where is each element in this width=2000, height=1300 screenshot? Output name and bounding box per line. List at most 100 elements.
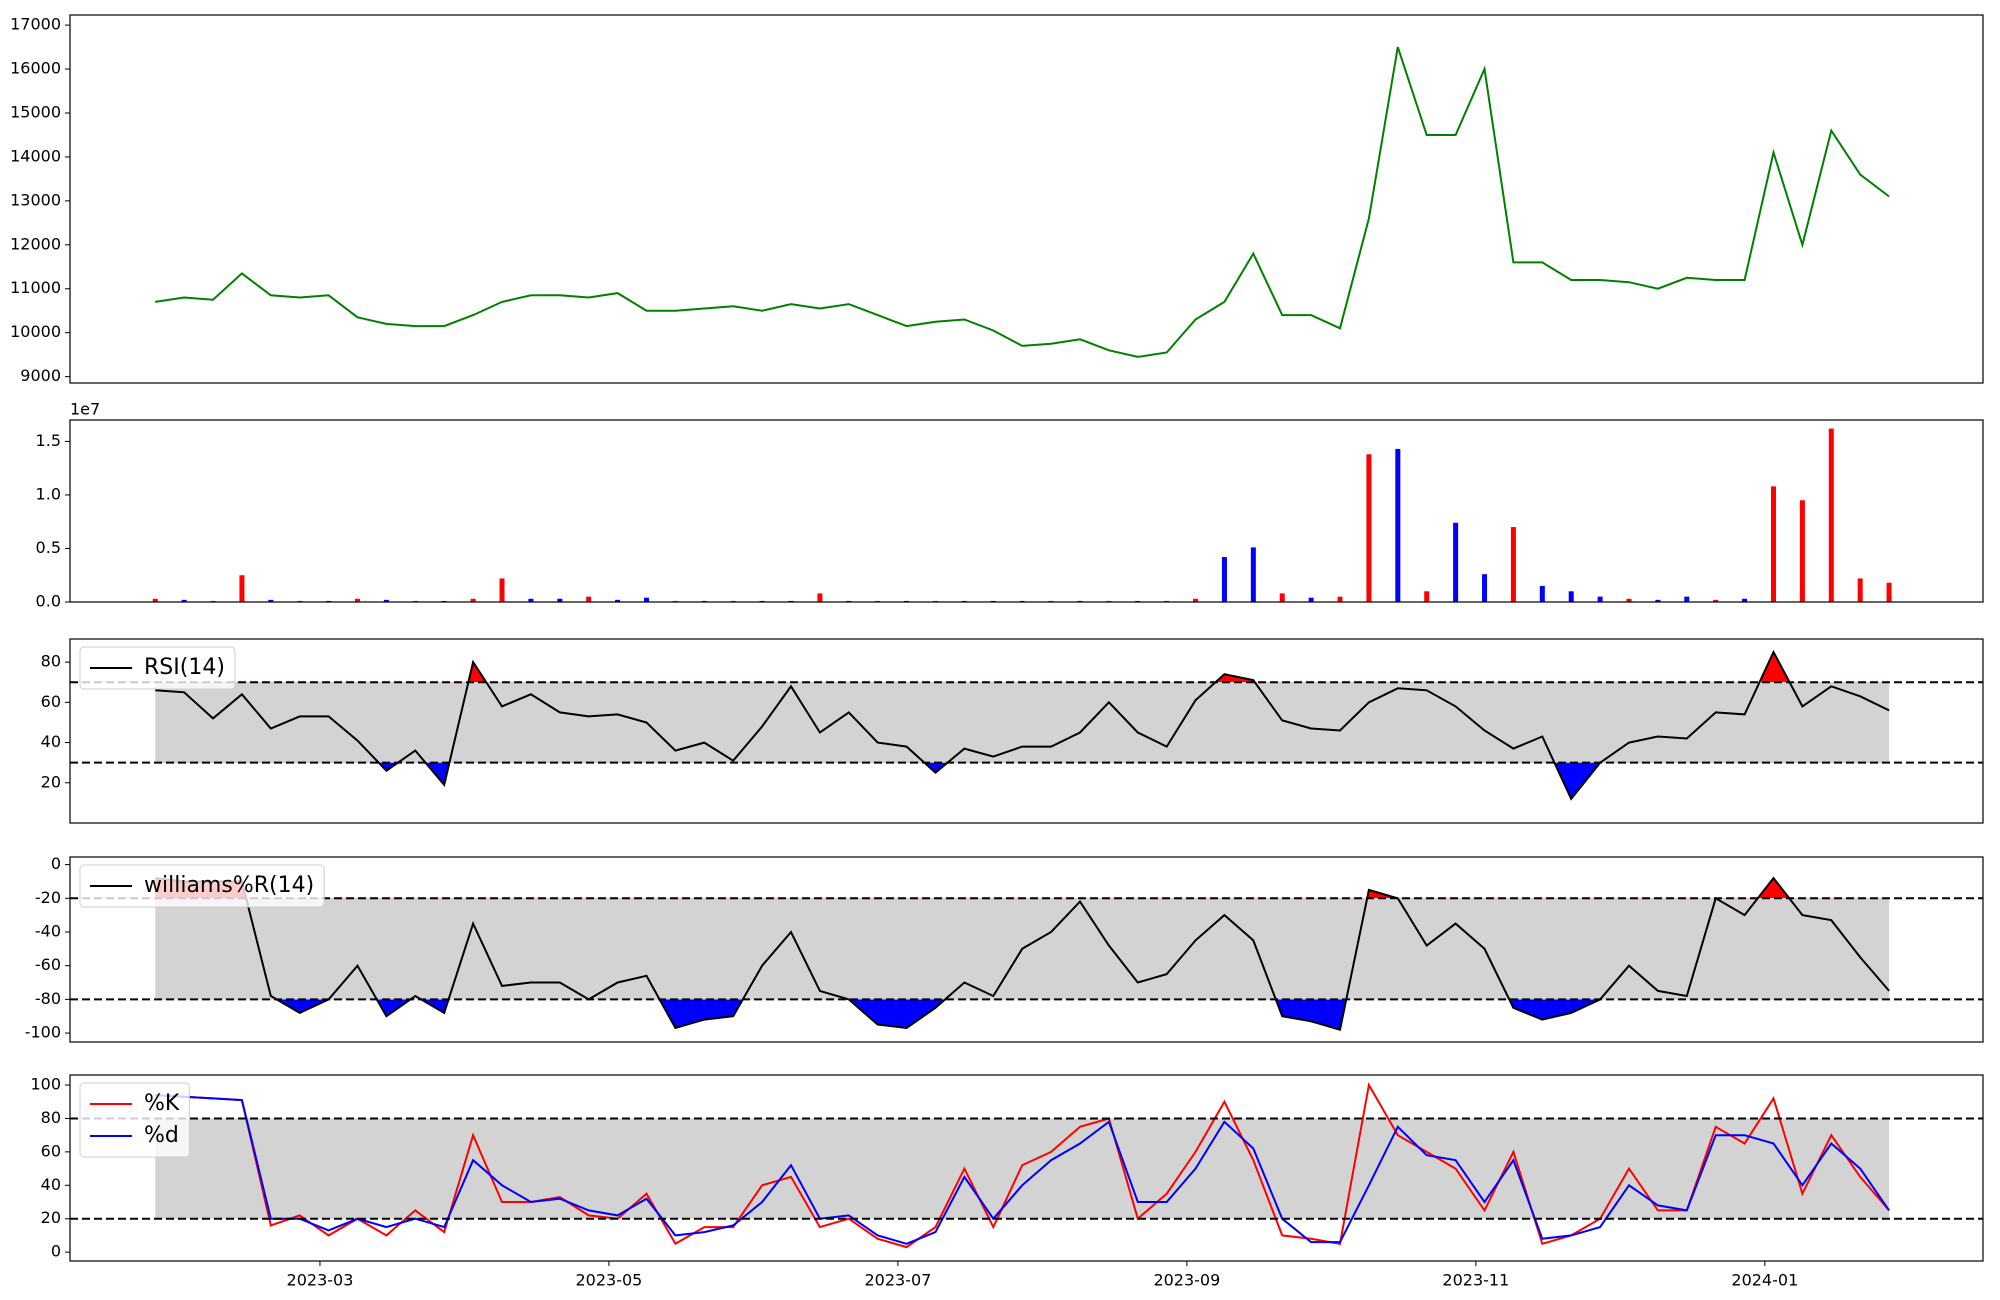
volume-bar <box>1597 596 1603 602</box>
volume-bar <box>1453 522 1459 602</box>
volume-bar <box>1828 428 1834 602</box>
volume-bar <box>1424 591 1430 602</box>
volume-bar <box>1279 593 1285 602</box>
y-tick-label: 40 <box>41 732 61 751</box>
x-tick-label: 2023-05 <box>576 1271 643 1290</box>
x-tick-label: 2023-09 <box>1153 1271 1220 1290</box>
y-tick-label: 10000 <box>10 322 61 341</box>
volume-bar <box>268 599 274 602</box>
axis-offset-label: 1e7 <box>70 400 100 419</box>
plot-frame <box>69 14 1984 384</box>
volume-bar <box>1510 527 1516 602</box>
volume-bar <box>355 598 361 602</box>
x-tick-label: 2023-07 <box>864 1271 931 1290</box>
y-tick-label: 14000 <box>10 146 61 165</box>
y-tick-label: 12000 <box>10 234 61 253</box>
y-tick-label: 1.5 <box>36 431 61 450</box>
y-tick-label: 0.5 <box>36 538 61 557</box>
volume-bar <box>181 599 187 602</box>
x-tick-label: 2023-11 <box>1442 1271 1509 1290</box>
plot-frame <box>69 638 1984 824</box>
volume-bar <box>528 598 534 602</box>
panel: 9000 10000 11000 12000 13000 14000 15000 16000 1… <box>10 14 1984 385</box>
panel: 0 20 40 60 80 100 2023-03 2023-05 2023-07 2023-09… <box>30 1074 1984 1290</box>
x-tick-label: 2023-03 <box>287 1271 354 1290</box>
volume-bar <box>1857 578 1863 602</box>
y-tick-label: 0 <box>51 1242 61 1261</box>
volume-bar <box>644 597 650 602</box>
volume-bar <box>1713 599 1719 602</box>
volume-bar <box>1337 596 1343 602</box>
volume-bar <box>1886 582 1892 602</box>
volume-bar <box>1482 574 1488 602</box>
y-tick-label: 0 <box>51 854 61 873</box>
legend-label: williams%R(14) <box>144 873 314 898</box>
indicator-line <box>155 1094 1890 1245</box>
y-tick-label: -20 <box>35 888 61 907</box>
legend-label: %K <box>144 1091 180 1116</box>
volume-bar <box>615 599 621 602</box>
legend-box <box>79 864 325 908</box>
volume-bar <box>239 575 245 602</box>
volume-bar <box>1366 454 1372 602</box>
y-tick-label: 80 <box>41 652 61 671</box>
plot-frame <box>69 1074 1984 1262</box>
panel: 20 40 60 80 <box>41 638 1984 824</box>
legend: williams%R(14) <box>79 864 325 908</box>
y-tick-label: 80 <box>41 1108 61 1127</box>
extreme-fill <box>276 999 1601 1030</box>
legend-label: RSI(14) <box>144 655 225 680</box>
y-tick-label: -80 <box>35 989 61 1008</box>
volume-bar <box>1742 598 1748 602</box>
volume-bar <box>1539 585 1545 602</box>
y-tick-label: 15000 <box>10 102 61 121</box>
y-tick-label: 60 <box>41 692 61 711</box>
y-tick-label: 17000 <box>10 15 61 34</box>
legend-box <box>79 1082 190 1158</box>
y-tick-label: -40 <box>35 921 61 940</box>
legend-label: %d <box>144 1123 179 1148</box>
y-tick-label: 11000 <box>10 278 61 297</box>
volume-bar <box>817 593 823 602</box>
y-tick-label: 20 <box>41 772 61 791</box>
legend: RSI(14) <box>79 646 236 690</box>
volume-bar <box>470 598 476 602</box>
x-tick-label: 2024-01 <box>1731 1271 1798 1290</box>
y-tick-label: 20 <box>41 1208 61 1227</box>
volume-bar <box>383 599 389 602</box>
plot-frame <box>69 856 1984 1043</box>
panel: 0.0 0.5 1.0 1.5 1e7 <box>36 400 1984 611</box>
volume-bar <box>1568 591 1574 602</box>
y-tick-label: -60 <box>35 955 61 974</box>
volume-bar <box>1221 557 1227 602</box>
y-tick-label: 60 <box>41 1141 61 1160</box>
y-tick-label: 1.0 <box>36 484 61 503</box>
volume-bar <box>1799 500 1805 602</box>
volume-bar <box>152 598 158 602</box>
plot-frame <box>69 419 1984 603</box>
volume-bar <box>1770 486 1776 602</box>
volume-bar <box>1655 599 1661 602</box>
panel: -100 -80 -60 -40 -20 0 <box>25 854 1984 1043</box>
legend-box <box>79 646 236 690</box>
volume-bar <box>1626 598 1632 602</box>
y-tick-label: -100 <box>25 1023 61 1042</box>
y-tick-label: 9000 <box>20 366 61 385</box>
neutral-band <box>155 1118 1890 1219</box>
y-tick-label: 0.0 <box>36 592 61 611</box>
volume-bar <box>1684 596 1690 602</box>
y-tick-label: 100 <box>30 1075 61 1094</box>
neutral-band <box>155 682 1890 763</box>
y-tick-label: 40 <box>41 1175 61 1194</box>
legend: %K %d <box>79 1082 190 1158</box>
volume-bar <box>1250 547 1256 602</box>
volume-bar <box>557 598 563 602</box>
volume-bar <box>1193 598 1199 602</box>
volume-bar <box>1308 597 1314 602</box>
y-tick-label: 13000 <box>10 190 61 209</box>
price-line <box>155 46 1890 358</box>
volume-bar <box>499 578 505 602</box>
y-tick-label: 16000 <box>10 59 61 78</box>
volume-bar <box>1395 448 1401 602</box>
